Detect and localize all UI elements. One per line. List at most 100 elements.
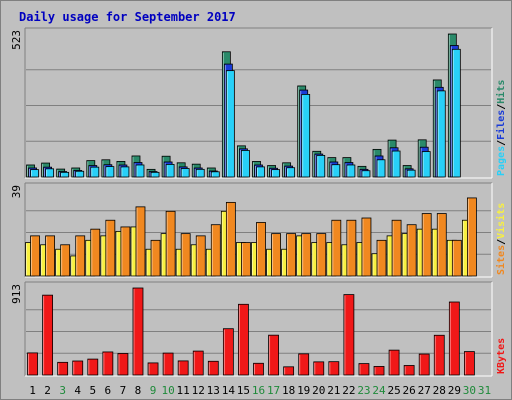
bar-pages-day-2 xyxy=(45,168,54,178)
bar-sites-day-2 xyxy=(45,235,55,277)
bar-kbytes-day-25-fill xyxy=(388,349,400,376)
day-label-9: 9 xyxy=(150,384,157,397)
bar-pages-day-21-fill xyxy=(331,164,341,178)
bar-sites-day-22 xyxy=(346,219,357,277)
bar-kbytes-day-7-fill xyxy=(117,353,129,376)
day-label-29: 29 xyxy=(448,384,461,397)
legend-part: Sites xyxy=(495,245,507,275)
day-label-10: 10 xyxy=(161,384,174,397)
bar-sites-day-22-fill xyxy=(346,219,357,277)
bar-sites-day-25-fill xyxy=(391,219,402,277)
day-label-30: 30 xyxy=(463,384,476,397)
bar-kbytes-day-6 xyxy=(102,351,114,376)
day-label-7: 7 xyxy=(120,384,127,397)
bar-pages-day-19 xyxy=(301,94,311,178)
bar-sites-day-13 xyxy=(210,224,221,277)
bar-kbytes-day-30-fill xyxy=(464,351,475,376)
day-label-4: 4 xyxy=(74,384,81,397)
bar-pages-day-18-fill xyxy=(286,167,296,178)
bar-pages-day-26-fill xyxy=(406,169,416,178)
bar-sites-day-3 xyxy=(60,244,71,277)
bar-sites-day-24-fill xyxy=(376,239,387,277)
bar-sites-day-13-fill xyxy=(210,224,221,277)
bar-sites-day-6-fill xyxy=(105,219,116,277)
bar-pages-day-14 xyxy=(225,70,235,178)
bar-sites-day-26 xyxy=(406,224,417,277)
bar-sites-day-9 xyxy=(150,239,161,277)
bar-kbytes-day-23-fill xyxy=(358,363,370,376)
day-label-18: 18 xyxy=(282,384,295,397)
bar-pages-day-12 xyxy=(195,168,205,178)
bar-sites-day-11 xyxy=(180,233,191,277)
bar-sites-day-16-fill xyxy=(256,222,266,277)
day-label-22: 22 xyxy=(342,384,355,397)
bar-sites-day-29 xyxy=(451,239,462,277)
panel-kbytes: 913 KBytes xyxy=(10,281,507,377)
bar-kbytes-day-9-fill xyxy=(147,362,159,376)
bar-kbytes-day-11 xyxy=(177,360,189,376)
bar-kbytes-day-20 xyxy=(313,361,325,376)
bar-kbytes-day-24 xyxy=(373,366,385,376)
bar-sites-day-15-fill xyxy=(241,242,251,277)
legend-part: Visits xyxy=(495,203,507,239)
bar-pages-day-8 xyxy=(135,164,145,178)
bar-pages-day-1-fill xyxy=(30,169,39,178)
bar-sites-day-11-fill xyxy=(180,233,191,277)
legend-part: / xyxy=(496,239,507,245)
bar-pages-day-15-fill xyxy=(241,150,250,178)
bar-kbytes-day-4 xyxy=(72,360,84,376)
bar-kbytes-day-18-fill xyxy=(283,366,295,376)
bar-kbytes-day-8 xyxy=(132,287,144,376)
bar-sites-day-4 xyxy=(75,235,86,277)
bar-kbytes-day-13 xyxy=(207,360,219,376)
bar-sites-day-30-fill xyxy=(467,197,477,277)
legend-part: Pages xyxy=(496,146,507,176)
day-label-5: 5 xyxy=(89,384,96,397)
bar-kbytes-day-28 xyxy=(433,334,445,376)
bar-pages-day-28-fill xyxy=(436,90,446,178)
bar-kbytes-day-12-fill xyxy=(192,350,204,376)
panel-visits-sites: 39 Sites/Visits xyxy=(10,182,507,278)
bar-pages-day-7 xyxy=(120,166,130,178)
bar-sites-day-17 xyxy=(271,233,281,277)
day-label-11: 11 xyxy=(177,384,190,397)
bar-pages-day-22 xyxy=(346,164,356,178)
bar-kbytes-day-21-fill xyxy=(328,361,340,376)
bar-kbytes-day-11-fill xyxy=(177,360,189,376)
day-label-21: 21 xyxy=(327,384,340,397)
bar-kbytes-day-3 xyxy=(57,361,69,376)
day-label-15: 15 xyxy=(237,384,250,397)
bar-pages-day-4-fill xyxy=(75,170,85,178)
bar-kbytes-day-14 xyxy=(222,328,234,376)
bar-pages-day-24-fill xyxy=(376,159,386,178)
bar-sites-day-4-fill xyxy=(75,235,86,277)
day-label-14: 14 xyxy=(222,384,236,397)
bar-pages-day-14-fill xyxy=(225,70,235,178)
bar-kbytes-day-6-fill xyxy=(102,351,114,376)
bar-sites-day-29-fill xyxy=(451,239,462,277)
bar-sites-day-28 xyxy=(436,213,447,277)
bar-sites-day-5 xyxy=(90,228,101,277)
bar-sites-day-27 xyxy=(421,213,432,277)
bar-sites-day-20-fill xyxy=(316,233,327,277)
bar-pages-day-29-fill xyxy=(451,48,461,178)
bar-kbytes-day-16-fill xyxy=(253,362,264,376)
day-label-8: 8 xyxy=(135,384,142,397)
bar-kbytes-day-27-fill xyxy=(418,353,430,376)
bar-pages-day-17 xyxy=(271,169,280,178)
bar-kbytes-day-12 xyxy=(192,350,204,376)
bar-kbytes-day-10-fill xyxy=(162,352,174,376)
panel-legend-label: KBytes xyxy=(496,338,507,374)
bar-pages-day-17-fill xyxy=(271,169,280,178)
bar-kbytes-day-2-fill xyxy=(42,294,53,376)
bar-kbytes-day-17 xyxy=(268,334,279,376)
bar-sites-day-12-fill xyxy=(195,235,206,277)
bar-kbytes-day-13-fill xyxy=(207,360,219,376)
bar-sites-day-20 xyxy=(316,233,327,277)
day-label-31: 31 xyxy=(478,384,491,397)
day-label-13: 13 xyxy=(207,384,220,397)
panel-max-label: 523 xyxy=(10,30,23,50)
bar-sites-day-16 xyxy=(256,222,266,277)
